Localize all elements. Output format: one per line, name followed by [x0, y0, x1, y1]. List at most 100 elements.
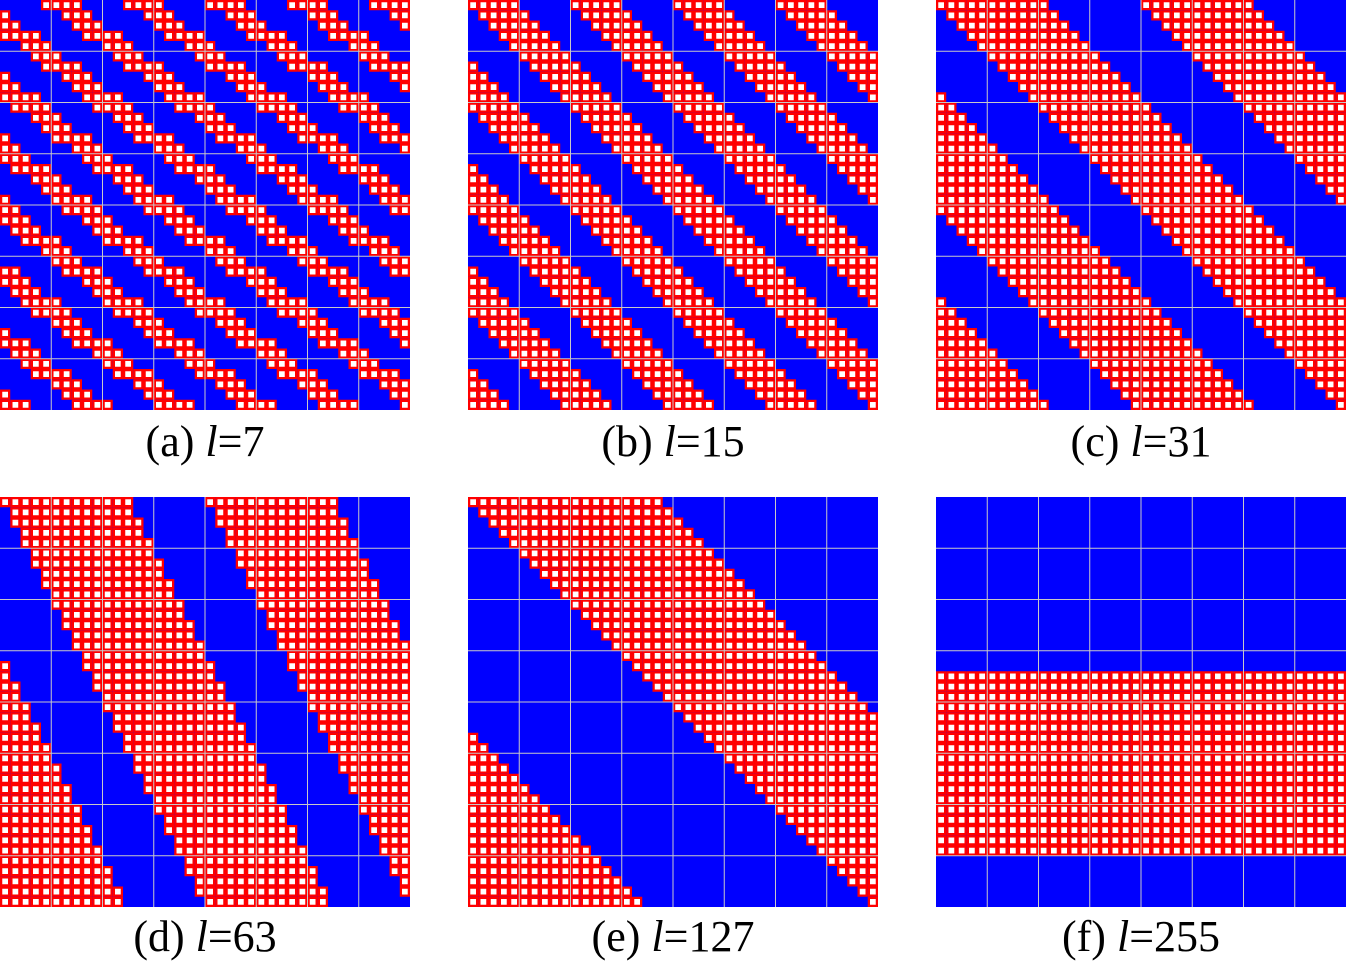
- cell-hole: [1194, 53, 1201, 60]
- cell-hole: [798, 197, 804, 203]
- cell-hole: [156, 402, 162, 408]
- cell-hole: [1245, 94, 1252, 101]
- cell-hole: [176, 33, 183, 39]
- cell-hole: [849, 156, 856, 162]
- cell-hole: [1051, 12, 1057, 19]
- cell-hole: [1174, 340, 1180, 347]
- cell-hole: [1245, 227, 1252, 234]
- cell-hole: [675, 94, 681, 101]
- cell-hole: [665, 176, 671, 183]
- cell-hole: [1307, 371, 1313, 377]
- cell-hole: [309, 186, 316, 193]
- cell-hole: [593, 309, 599, 316]
- cell-hole: [572, 289, 579, 295]
- cell-hole: [521, 53, 528, 60]
- cell-hole: [1225, 22, 1231, 29]
- cell-hole: [1122, 340, 1129, 347]
- cell-hole: [511, 309, 517, 316]
- cell-hole: [818, 33, 825, 39]
- cell-hole: [1174, 381, 1180, 388]
- cell-hole: [402, 207, 408, 213]
- cell-hole: [1215, 258, 1221, 265]
- cell-hole: [716, 135, 722, 142]
- cell-hole: [217, 125, 224, 131]
- cell-hole: [480, 207, 487, 213]
- cell-hole: [268, 299, 275, 306]
- cell-hole: [258, 104, 265, 111]
- cell-hole: [1235, 402, 1242, 408]
- cell-hole: [1081, 238, 1088, 244]
- cell-hole: [94, 207, 101, 213]
- cell-hole: [156, 340, 162, 347]
- cell-hole: [186, 43, 193, 49]
- cell-hole: [1276, 53, 1283, 60]
- cell-hole: [63, 320, 70, 326]
- cell-hole: [125, 166, 131, 172]
- cell-hole: [685, 217, 692, 224]
- cell-hole: [613, 238, 620, 244]
- cell-hole: [849, 248, 856, 254]
- cell-hole: [299, 238, 306, 244]
- cell-hole: [859, 53, 866, 60]
- cell-hole: [521, 12, 528, 19]
- cell-hole: [12, 289, 19, 295]
- cell-hole: [207, 166, 213, 172]
- cell-hole: [644, 381, 651, 388]
- cell-hole: [665, 402, 671, 408]
- cell-hole: [115, 309, 121, 316]
- cell-hole: [788, 289, 794, 295]
- cell-hole: [1133, 371, 1139, 377]
- cell-hole: [1030, 258, 1037, 265]
- cell-hole: [958, 207, 965, 213]
- cell-hole: [227, 74, 234, 80]
- cell-hole: [350, 299, 357, 306]
- cell-hole: [757, 186, 763, 193]
- cell-hole: [1040, 248, 1047, 254]
- cell-hole: [938, 104, 944, 111]
- cell-hole: [115, 227, 121, 234]
- cell-hole: [675, 74, 681, 80]
- cell-hole: [1256, 279, 1262, 285]
- cell-hole: [1266, 227, 1272, 234]
- cell-hole: [1266, 268, 1272, 275]
- cell-hole: [665, 186, 671, 193]
- cell-hole: [176, 350, 183, 357]
- cell-hole: [1020, 43, 1026, 49]
- cell-hole: [665, 63, 671, 70]
- cell-hole: [361, 350, 367, 357]
- cell-hole: [361, 309, 367, 316]
- cell-hole: [1112, 309, 1119, 316]
- cell-hole: [371, 299, 377, 306]
- cell-hole: [767, 299, 774, 306]
- cell-hole: [654, 248, 661, 254]
- cell-hole: [135, 176, 142, 183]
- cell-hole: [999, 186, 1006, 193]
- cell-hole: [1245, 22, 1252, 29]
- cell-hole: [1112, 361, 1119, 367]
- cell-hole: [501, 12, 507, 19]
- cell-hole: [777, 391, 784, 398]
- cell-hole: [1112, 74, 1119, 80]
- cell-hole: [309, 197, 316, 203]
- cell-hole: [207, 176, 213, 183]
- cell-hole: [53, 53, 60, 60]
- cell-hole: [361, 43, 367, 49]
- cell-hole: [248, 402, 254, 408]
- cell-hole: [808, 125, 815, 131]
- cell-hole: [33, 509, 39, 516]
- cell-hole: [808, 309, 815, 316]
- cell-hole: [1143, 125, 1149, 131]
- cell-hole: [1081, 258, 1088, 265]
- cell-hole: [115, 371, 121, 377]
- cell-hole: [217, 299, 224, 306]
- cell-hole: [84, 74, 90, 80]
- cell-hole: [1256, 227, 1262, 234]
- cell-hole: [757, 289, 763, 295]
- cell-hole: [818, 238, 825, 244]
- cell-hole: [490, 125, 497, 131]
- cell-hole: [361, 299, 367, 306]
- cell-hole: [166, 330, 172, 336]
- cell-hole: [2, 12, 8, 19]
- cell-hole: [1297, 53, 1303, 60]
- cell-hole: [115, 361, 121, 367]
